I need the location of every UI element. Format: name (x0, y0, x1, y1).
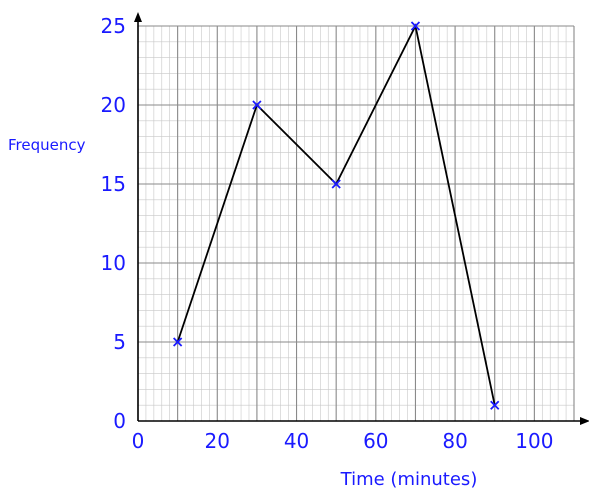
x-tick-label: 20 (205, 429, 230, 453)
x-tick-label: 100 (515, 429, 553, 453)
y-tick-label: 25 (101, 14, 126, 38)
data-point-marker (331, 179, 341, 189)
marker-stroke (252, 100, 262, 110)
y-tick-label: 10 (101, 251, 126, 275)
x-tick-label: 60 (363, 429, 388, 453)
major-grid (137, 25, 575, 422)
data-point-marker (172, 337, 183, 347)
y-tick-label: 20 (101, 93, 126, 117)
x-tick-labels: 0 20 40 60 80 100 (132, 429, 554, 453)
markers-layer (172, 21, 500, 410)
y-axis-arrow (134, 12, 142, 22)
marker-stroke (490, 400, 500, 410)
x-tick-label: 40 (284, 429, 309, 453)
minor-grid (137, 25, 575, 422)
data-point-marker (252, 100, 262, 110)
y-tick-label: 15 (101, 172, 126, 196)
y-axis-title: Frequency (8, 136, 86, 154)
marker-stroke (331, 179, 341, 189)
x-axis-arrow (580, 417, 589, 425)
marker-stroke (172, 337, 183, 347)
y-tick-labels: 0 5 10 15 20 25 (101, 14, 126, 433)
x-tick-label: 80 (442, 429, 467, 453)
x-axis-title: Time (minutes) (340, 469, 478, 490)
y-tick-label: 5 (113, 330, 126, 354)
data-point-marker (490, 400, 500, 410)
x-tick-label: 0 (132, 429, 145, 453)
axes (134, 12, 589, 425)
data-point-marker (410, 21, 421, 31)
y-tick-label: 0 (113, 409, 126, 433)
marker-stroke (410, 21, 421, 31)
